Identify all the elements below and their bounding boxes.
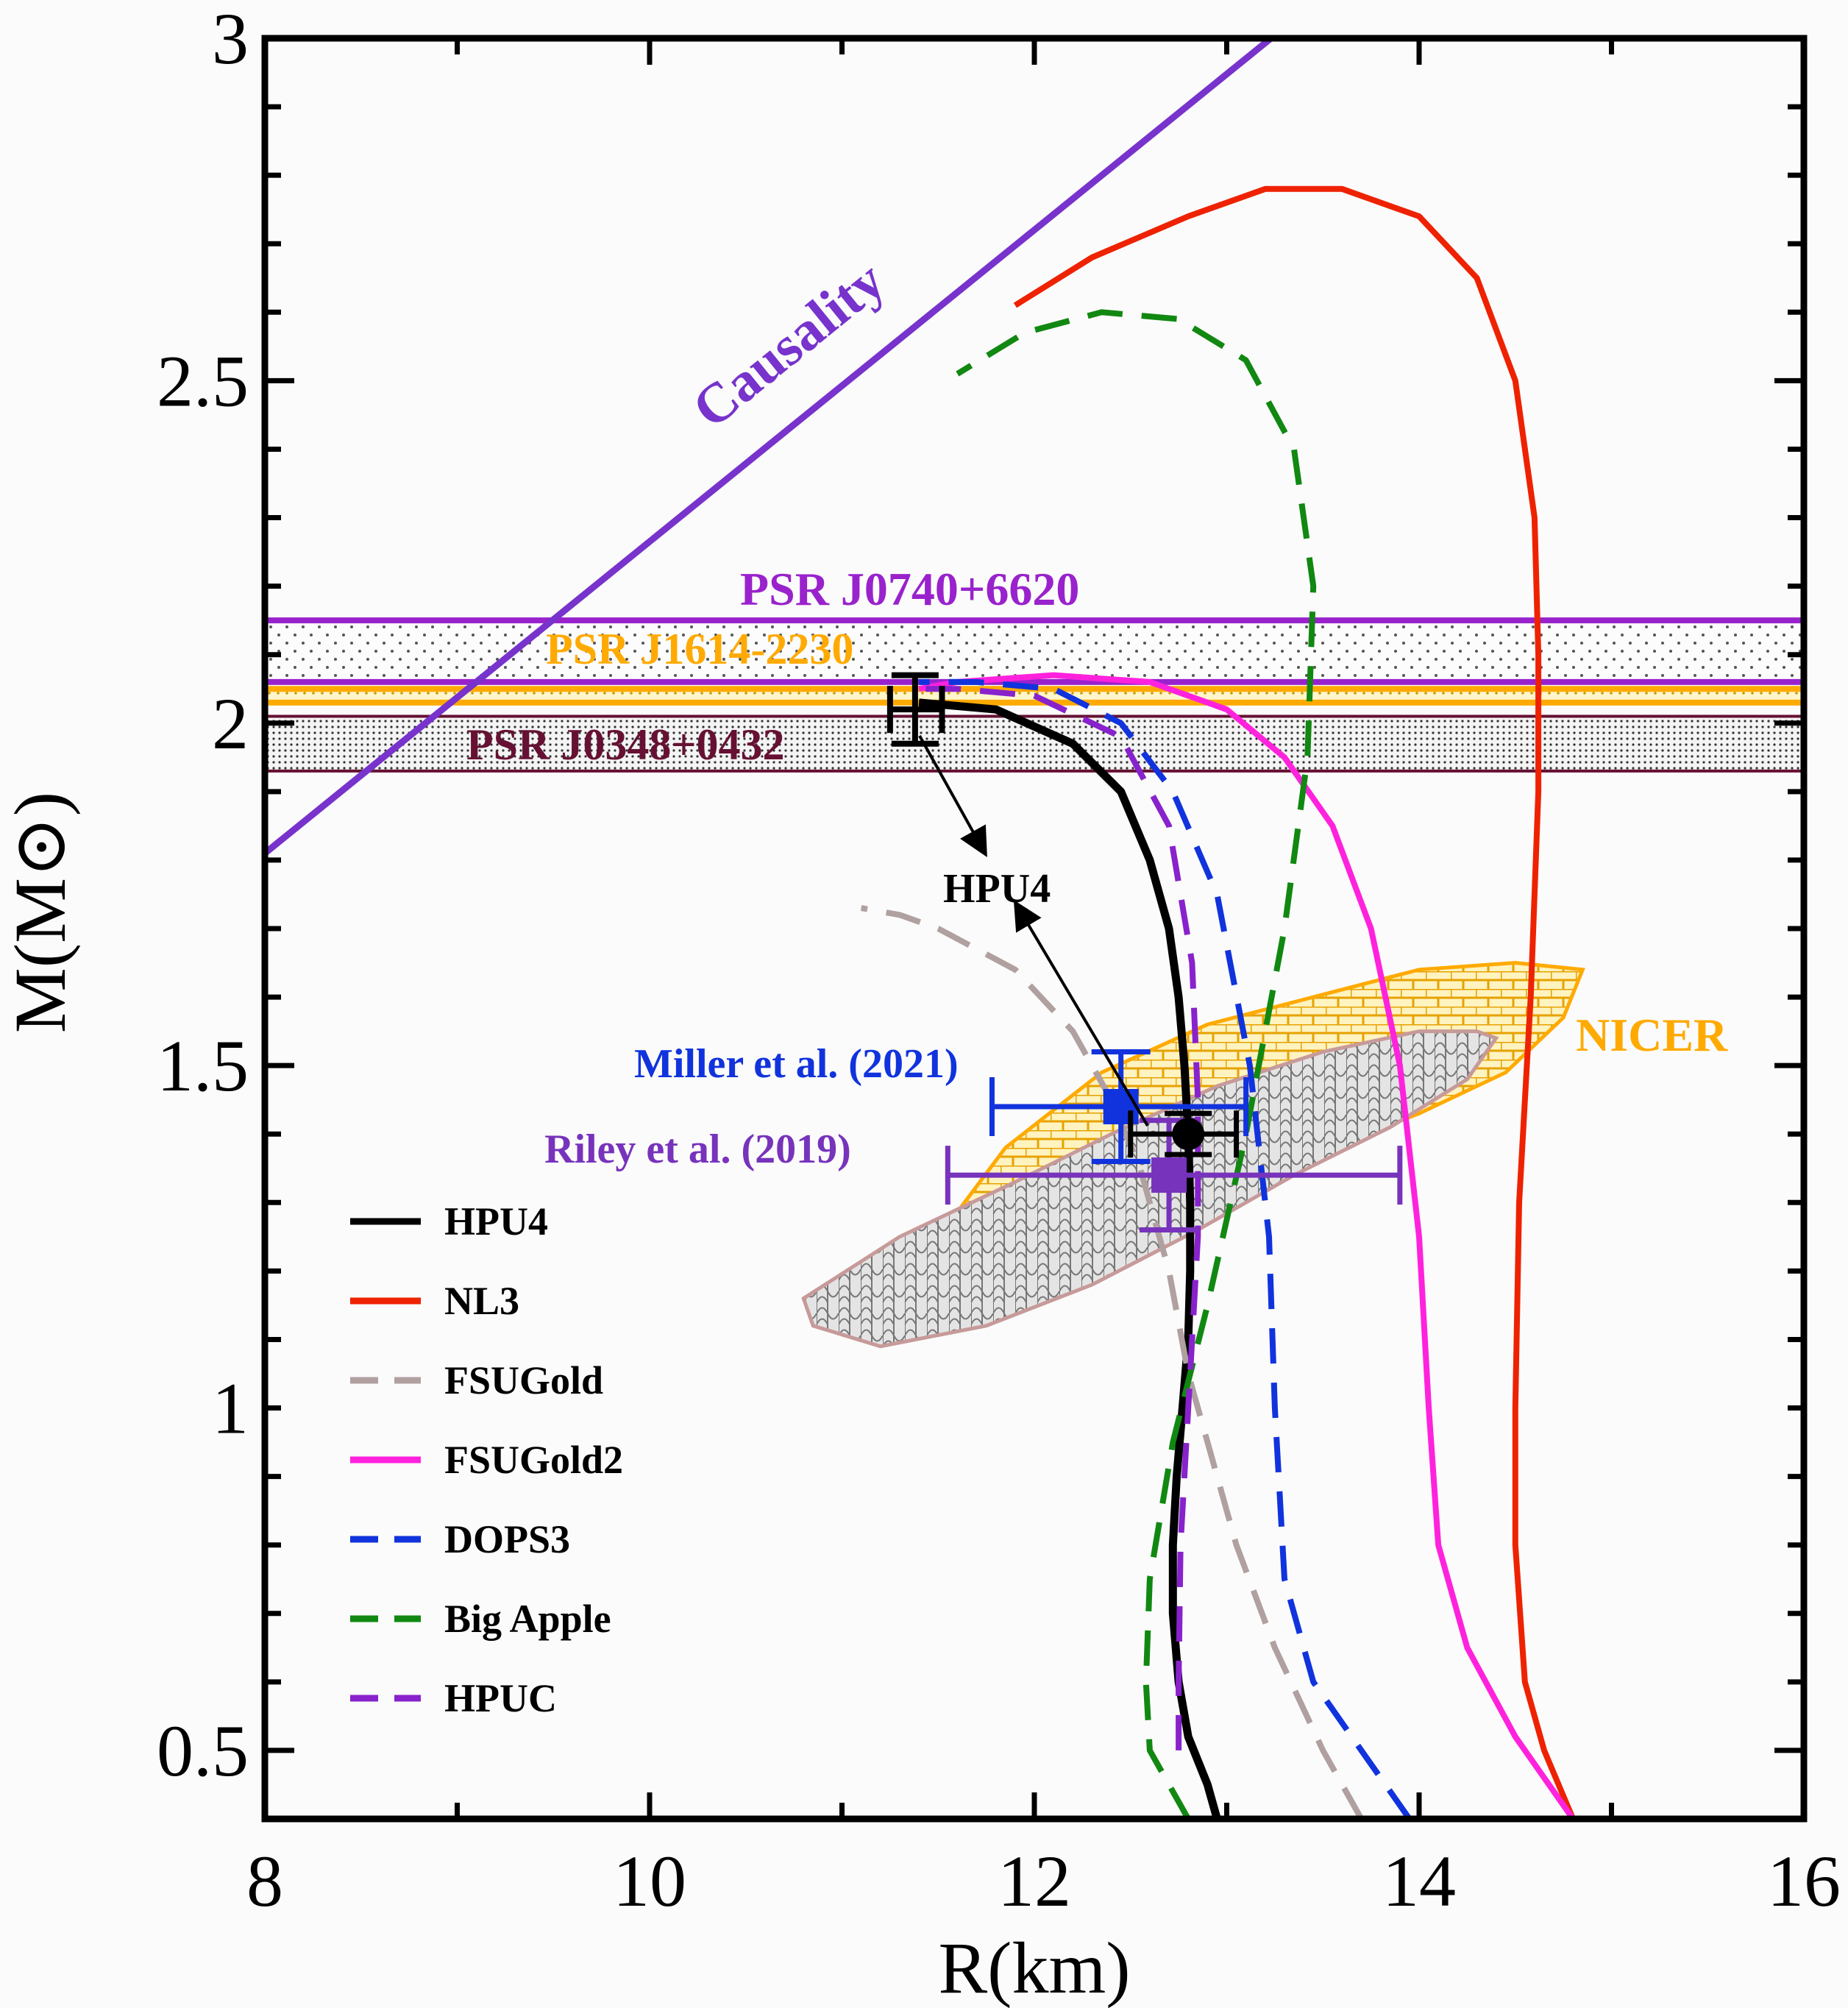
miller-label: Miller et al. (2021): [634, 1041, 959, 1087]
band-fill-0: [265, 620, 1804, 682]
legend-label-fsugold: FSUGold: [444, 1358, 603, 1402]
curve-hpuc: [919, 686, 1201, 1750]
curve-fsugold: [860, 905, 1364, 1819]
riley-label: Riley et al. (2019): [544, 1127, 851, 1172]
x-tick-label: 14: [1382, 1840, 1456, 1922]
psr-j0348-label: PSR J0348+0432: [466, 720, 785, 769]
curve-big-apple: [956, 309, 1317, 1819]
curve-dops3: [919, 678, 1412, 1819]
y-tick-label: 1: [212, 1368, 249, 1450]
hpu4-arrow-upper: [918, 735, 987, 857]
curve-fsugold2: [918, 672, 1576, 1819]
axes: 8 10 12 14 16 0.5 1 1.5 2 2.5 3: [157, 0, 1841, 1922]
eos-curves: [265, 38, 1576, 1819]
y-tick-label: 0.5: [157, 1710, 249, 1792]
legend: HPU4 NL3 FSUGold FSUGold2 DOPS3 Big Apple HPUC: [350, 1199, 623, 1720]
hpu4-annotation: HPU4: [943, 866, 1051, 912]
x-tick-label: 8: [246, 1840, 283, 1922]
legend-label-hpu4: HPU4: [444, 1199, 548, 1244]
hpu4-point-canonical-marker: [1172, 1118, 1205, 1151]
causality-label: Causality: [681, 249, 896, 440]
nicer-label: NICER: [1576, 1009, 1728, 1061]
error-bar-points: [886, 672, 1403, 1233]
psr-j1614-label: PSR J1614-2230: [546, 625, 853, 673]
causality-line: [265, 38, 1273, 856]
psr-j0740-label: PSR J0740+6620: [740, 563, 1079, 615]
legend-label-fsugold2: FSUGold2: [444, 1438, 623, 1482]
y-tick-label: 2: [212, 683, 249, 764]
x-tick-label: 16: [1767, 1840, 1841, 1922]
hpu4-arrow-lower: [1013, 900, 1149, 1127]
curve-nl3: [1013, 185, 1576, 1819]
x-axis-title: R(km): [938, 1927, 1130, 2008]
x-tick-label: 10: [613, 1840, 686, 1922]
miller-point-marker: [1103, 1089, 1139, 1124]
legend-label-hpuc: HPUC: [444, 1676, 557, 1720]
hpu4-point-maximum: [886, 672, 945, 747]
plot-area: [265, 38, 1804, 1819]
legend-label-nl3: NL3: [444, 1279, 519, 1323]
riley-point-marker: [1151, 1157, 1187, 1193]
miller-point: [989, 1049, 1249, 1164]
legend-label-dops3: DOPS3: [444, 1517, 570, 1561]
riley-point: [945, 1118, 1403, 1233]
legend-label-big-apple: Big Apple: [444, 1597, 611, 1641]
nicer-region-inner: [801, 1029, 1499, 1349]
hpu4-point-canonical: [1128, 1110, 1240, 1158]
y-axis-title: M(M⊙): [0, 792, 81, 1033]
y-tick-label: 2.5: [157, 340, 249, 422]
y-tick-label: 1.5: [157, 1025, 249, 1107]
y-tick-label: 3: [212, 0, 249, 79]
x-tick-label: 12: [998, 1840, 1071, 1922]
